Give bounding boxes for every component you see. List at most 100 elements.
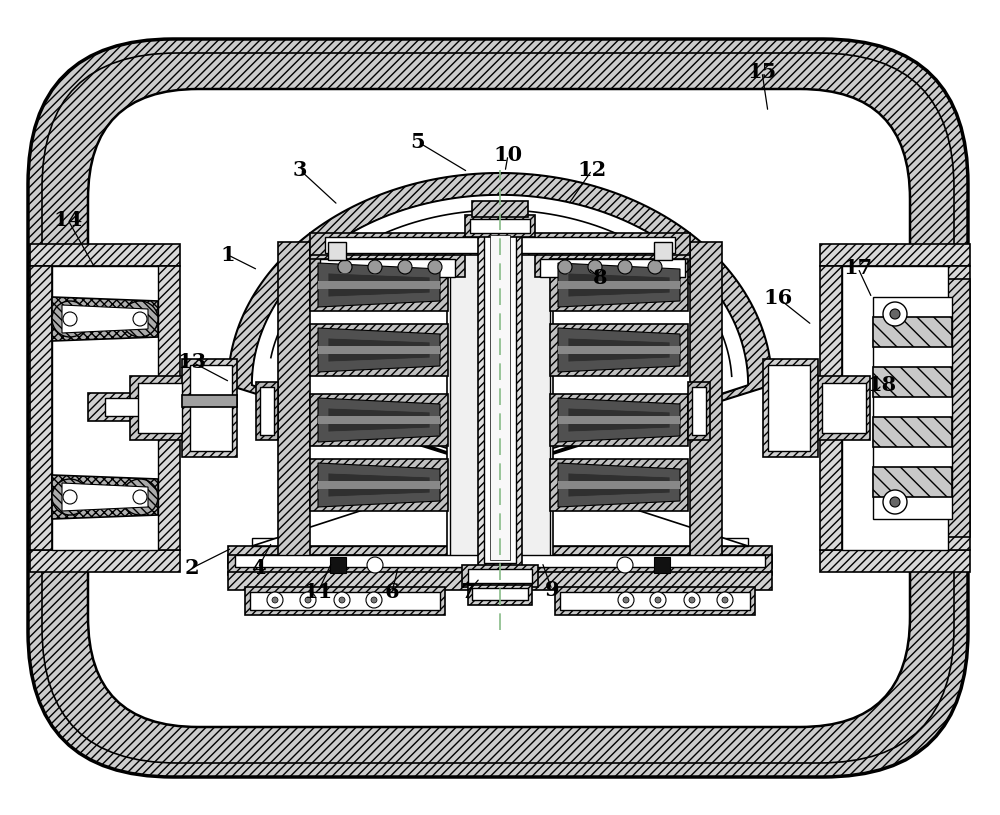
Bar bbox=[256, 382, 278, 440]
Circle shape bbox=[133, 490, 147, 504]
Polygon shape bbox=[558, 263, 680, 307]
Bar bbox=[558, 416, 680, 424]
Text: 12: 12 bbox=[577, 160, 607, 180]
Bar bbox=[450, 242, 550, 567]
Bar bbox=[447, 242, 553, 567]
Bar bbox=[692, 387, 706, 435]
Bar bbox=[88, 393, 232, 421]
Bar bbox=[535, 249, 690, 277]
Text: 2: 2 bbox=[185, 558, 199, 578]
Bar bbox=[310, 233, 690, 255]
Polygon shape bbox=[52, 475, 158, 519]
Circle shape bbox=[398, 260, 412, 274]
Bar bbox=[105, 398, 230, 416]
Bar bbox=[558, 481, 680, 489]
Circle shape bbox=[648, 260, 662, 274]
FancyBboxPatch shape bbox=[28, 39, 968, 777]
Polygon shape bbox=[318, 263, 440, 307]
Text: 16: 16 bbox=[763, 288, 793, 308]
Circle shape bbox=[305, 597, 311, 603]
Circle shape bbox=[334, 592, 350, 608]
Bar bbox=[158, 266, 180, 550]
Bar bbox=[484, 233, 516, 563]
Bar bbox=[768, 365, 810, 451]
Bar bbox=[318, 281, 440, 289]
Polygon shape bbox=[328, 338, 430, 362]
Circle shape bbox=[52, 301, 88, 337]
Circle shape bbox=[722, 597, 728, 603]
Polygon shape bbox=[568, 273, 670, 297]
Bar bbox=[555, 587, 755, 615]
Bar bbox=[325, 237, 675, 253]
Bar bbox=[820, 550, 970, 572]
Circle shape bbox=[618, 260, 632, 274]
Bar bbox=[328, 242, 346, 260]
Bar bbox=[182, 395, 237, 407]
Text: 4: 4 bbox=[251, 558, 265, 578]
Circle shape bbox=[890, 309, 900, 319]
Polygon shape bbox=[328, 273, 430, 297]
Text: 7: 7 bbox=[461, 582, 475, 602]
Bar bbox=[465, 215, 535, 237]
Bar bbox=[310, 249, 465, 277]
Bar bbox=[245, 587, 445, 615]
Circle shape bbox=[272, 597, 278, 603]
Circle shape bbox=[890, 497, 900, 507]
Bar bbox=[550, 459, 688, 511]
Circle shape bbox=[300, 592, 316, 608]
Circle shape bbox=[133, 312, 147, 326]
Polygon shape bbox=[328, 408, 430, 432]
Bar bbox=[52, 266, 158, 550]
Bar bbox=[550, 259, 688, 311]
Bar bbox=[278, 242, 310, 567]
Text: 6: 6 bbox=[385, 582, 399, 602]
Bar bbox=[873, 467, 952, 497]
Polygon shape bbox=[568, 473, 670, 497]
Circle shape bbox=[588, 260, 602, 274]
Circle shape bbox=[371, 597, 377, 603]
Circle shape bbox=[883, 302, 907, 326]
Bar bbox=[690, 242, 722, 567]
Text: 17: 17 bbox=[843, 258, 873, 278]
Circle shape bbox=[684, 592, 700, 608]
Bar bbox=[478, 228, 522, 568]
Circle shape bbox=[339, 597, 345, 603]
Bar bbox=[260, 387, 274, 435]
Bar bbox=[558, 281, 680, 289]
Circle shape bbox=[338, 260, 352, 274]
Bar bbox=[550, 324, 688, 376]
Text: 1: 1 bbox=[221, 245, 235, 265]
Bar bbox=[228, 572, 772, 590]
Polygon shape bbox=[558, 328, 680, 372]
Circle shape bbox=[366, 592, 382, 608]
Circle shape bbox=[368, 260, 382, 274]
Bar bbox=[30, 266, 52, 550]
Circle shape bbox=[122, 479, 158, 515]
Bar bbox=[873, 367, 952, 397]
Bar bbox=[310, 394, 448, 446]
Text: 10: 10 bbox=[493, 145, 523, 165]
Bar bbox=[252, 538, 748, 546]
Polygon shape bbox=[318, 328, 440, 372]
Bar bbox=[250, 592, 440, 610]
Polygon shape bbox=[318, 398, 440, 442]
Bar bbox=[763, 359, 818, 457]
FancyBboxPatch shape bbox=[88, 89, 910, 727]
Bar bbox=[318, 346, 440, 354]
Bar bbox=[310, 459, 448, 511]
Text: 18: 18 bbox=[867, 375, 897, 395]
Bar bbox=[30, 550, 180, 572]
Polygon shape bbox=[62, 483, 148, 511]
Bar bbox=[873, 317, 952, 347]
Bar bbox=[30, 244, 180, 266]
Circle shape bbox=[63, 312, 77, 326]
Circle shape bbox=[623, 597, 629, 603]
Bar bbox=[318, 416, 440, 424]
Bar bbox=[815, 376, 870, 440]
Bar bbox=[777, 398, 807, 416]
Bar bbox=[768, 393, 824, 421]
Bar bbox=[820, 266, 842, 550]
Polygon shape bbox=[62, 305, 148, 333]
Bar bbox=[468, 585, 532, 605]
Text: 5: 5 bbox=[411, 132, 425, 152]
